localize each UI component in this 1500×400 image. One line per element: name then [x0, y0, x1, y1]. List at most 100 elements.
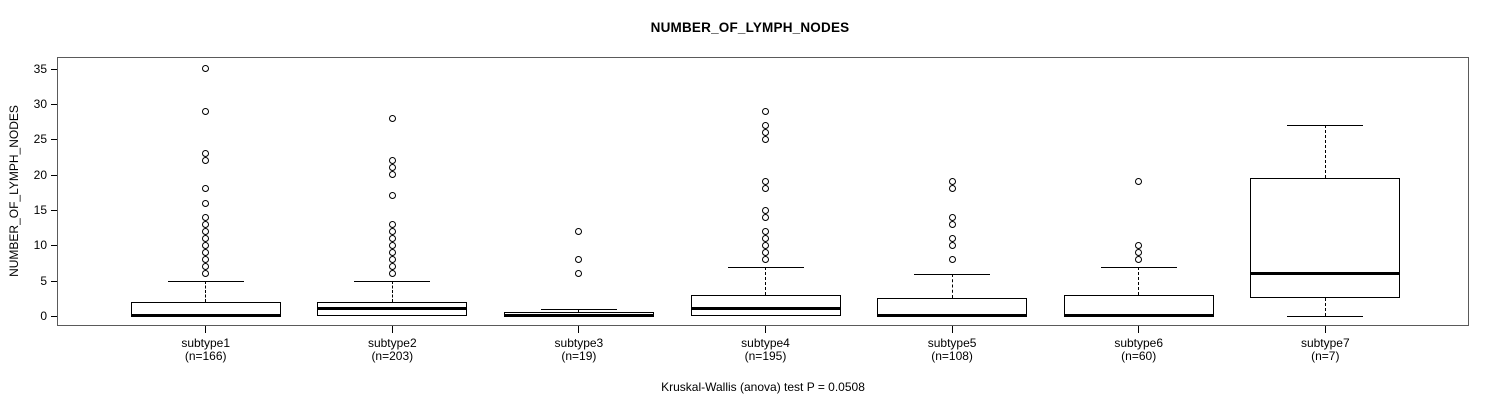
- group-n-label: (n=203): [371, 349, 414, 363]
- outlier-point: [388, 157, 396, 165]
- outlier-point: [388, 220, 396, 228]
- boxplot-box: [1063, 294, 1214, 316]
- outlier-point: [1135, 248, 1143, 256]
- outlier-point: [948, 178, 956, 186]
- y-axis-tick: [51, 68, 57, 70]
- outlier-point: [1135, 178, 1143, 186]
- outlier-point: [762, 185, 769, 193]
- y-tick-label: 35: [33, 61, 47, 76]
- upper-whisker-cap: [167, 280, 244, 282]
- group-n-label: (n=60): [1121, 349, 1157, 363]
- group-n-label: (n=166): [184, 349, 227, 363]
- outlier-point: [762, 128, 769, 136]
- upper-whisker-line: [951, 273, 953, 299]
- outlier-point: [202, 241, 210, 249]
- outlier-point: [388, 255, 396, 263]
- outlier-point: [388, 164, 396, 172]
- upper-whisker-line: [765, 266, 766, 295]
- median-line: [130, 314, 281, 318]
- test-statistic-annotation: Kruskal-Wallis (anova) test P = 0.0508: [661, 380, 865, 394]
- outlier-point: [762, 135, 769, 143]
- outlier-point: [202, 185, 210, 193]
- upper-whisker-cap: [1287, 125, 1364, 127]
- x-axis-tick: [205, 326, 207, 333]
- upper-whisker-line: [1138, 266, 1140, 295]
- upper-whisker-line: [205, 280, 207, 302]
- y-tick-label: 0: [40, 308, 47, 323]
- lower-whisker-cap: [1287, 315, 1364, 317]
- group-label: subtype6: [1114, 336, 1164, 350]
- group-label: subtype5: [927, 336, 977, 350]
- median-line: [1250, 272, 1401, 276]
- outlier-point: [762, 121, 769, 129]
- y-tick-label: 5: [40, 273, 47, 288]
- median-line: [690, 307, 841, 311]
- upper-whisker-line: [1324, 125, 1326, 179]
- x-axis-tick: [391, 326, 393, 333]
- outlier-point: [388, 192, 396, 200]
- x-axis-tick: [1138, 326, 1140, 333]
- y-tick-label: 20: [33, 167, 47, 182]
- outlier-point: [948, 234, 956, 242]
- median-line: [1063, 314, 1214, 318]
- x-axis-tick: [1324, 326, 1326, 333]
- outlier-point: [202, 248, 210, 256]
- outlier-point: [202, 263, 210, 271]
- boxplot-box: [877, 298, 1028, 316]
- upper-whisker-line: [578, 308, 580, 313]
- upper-whisker-cap: [727, 266, 804, 268]
- outlier-point: [202, 107, 210, 115]
- median-line: [503, 314, 654, 318]
- outlier-point: [202, 157, 210, 165]
- outlier-point: [202, 255, 210, 263]
- x-axis-tick: [951, 326, 953, 333]
- y-tick-label: 10: [33, 238, 47, 253]
- y-axis-tick: [51, 280, 57, 282]
- outlier-point: [202, 199, 210, 207]
- group-label: subtype4: [741, 336, 790, 350]
- outlier-point: [762, 234, 769, 242]
- y-axis-tick: [51, 104, 57, 106]
- y-tick-label: 25: [33, 132, 47, 147]
- outlier-point: [388, 234, 396, 242]
- outlier-point: [948, 185, 956, 193]
- y-axis-tick: [51, 139, 57, 141]
- outlier-point: [762, 178, 769, 186]
- outlier-point: [762, 107, 769, 115]
- outlier-point: [762, 213, 769, 221]
- outlier-point: [202, 270, 210, 278]
- boxplot-box: [1250, 178, 1401, 299]
- lower-whisker-line: [1324, 298, 1326, 316]
- outlier-point: [388, 270, 396, 278]
- outlier-point: [762, 248, 769, 256]
- outlier-point: [575, 270, 583, 278]
- upper-whisker-cap: [540, 308, 617, 310]
- median-line: [317, 307, 468, 311]
- outlier-point: [202, 234, 210, 242]
- outlier-point: [762, 206, 769, 214]
- outlier-point: [575, 227, 583, 235]
- outlier-point: [948, 213, 956, 221]
- y-axis-tick: [51, 315, 57, 317]
- y-axis-tick: [51, 174, 57, 176]
- y-axis-tick: [51, 210, 57, 212]
- outlier-point: [202, 227, 210, 235]
- median-line: [877, 314, 1028, 318]
- page-title: NUMBER_OF_LYMPH_NODES: [650, 20, 850, 35]
- outlier-point: [388, 227, 396, 235]
- boxplot-box: [690, 294, 841, 316]
- outlier-point: [202, 220, 210, 228]
- x-axis-tick: [765, 326, 766, 333]
- group-label: subtype3: [554, 336, 604, 350]
- x-axis-tick: [578, 326, 580, 333]
- group-label: subtype2: [367, 336, 417, 350]
- group-n-label: (n=7): [1311, 349, 1340, 363]
- outlier-point: [202, 150, 210, 158]
- y-tick-label: 30: [33, 97, 47, 112]
- outlier-point: [202, 213, 210, 221]
- outlier-point: [1135, 241, 1143, 249]
- outlier-point: [948, 220, 956, 228]
- outlier-point: [948, 241, 956, 249]
